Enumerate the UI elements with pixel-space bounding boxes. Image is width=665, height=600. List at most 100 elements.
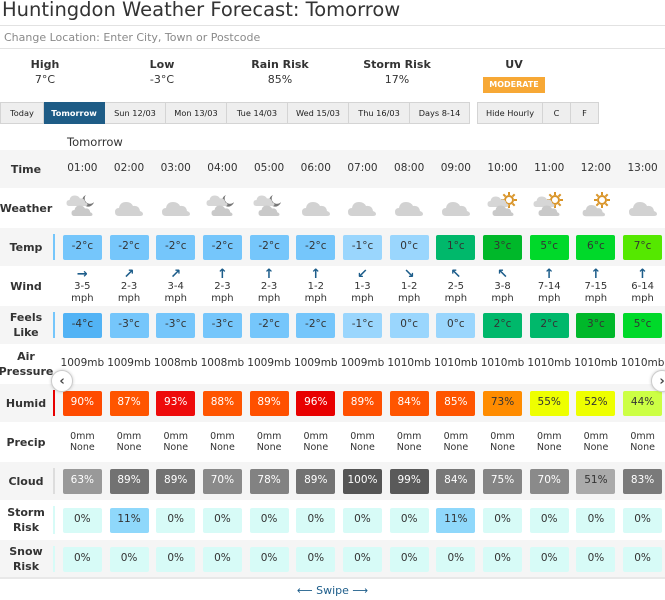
wind-label: Wind xyxy=(10,279,42,293)
hide-hourly-button[interactable]: Hide Hourly xyxy=(477,102,543,124)
feels-cell: 5°c xyxy=(619,306,665,344)
weather-row: Weather xyxy=(0,188,665,228)
time-cell: 05:00 xyxy=(253,162,285,175)
precip-cell: 0mm None xyxy=(116,430,142,454)
weather-cell xyxy=(292,188,339,228)
storm-cell: 11% xyxy=(433,500,480,540)
cloud-cell: 70% xyxy=(526,462,573,500)
feels-cell: -4°c xyxy=(59,306,106,344)
humid-cell: 73% xyxy=(479,384,526,422)
snow-value-box: 0% xyxy=(156,546,196,572)
day-summary: High 7°C Low -3°C Rain Risk 85% Storm Ri… xyxy=(0,58,665,94)
location-search-input[interactable] xyxy=(0,25,665,49)
arrow-left-icon: ⟵ xyxy=(296,584,313,597)
cloud-cell: 89% xyxy=(292,462,339,500)
temp-value-box: 5°c xyxy=(529,234,569,260)
cloud-sun-icon xyxy=(487,192,519,224)
scroll-left-button[interactable]: ‹ xyxy=(51,370,73,392)
temp-value-box: -2°c xyxy=(202,234,242,260)
weather-cell xyxy=(526,188,573,228)
storm-cell: 0% xyxy=(479,500,526,540)
hourly-forecast-table[interactable]: Time 01:00 02:00 03:00 04:00 05:00 06:00 07:00 0… xyxy=(0,150,665,578)
tab-days-8-14[interactable]: Days 8-14 xyxy=(410,102,470,124)
snow-cell: 0% xyxy=(59,540,106,578)
wind-cell: ↖ 2-5 mph xyxy=(444,267,468,304)
tab-mon-13-03[interactable]: Mon 13/03 xyxy=(166,102,227,124)
pressure-cell: 1008mb xyxy=(153,357,198,370)
tab-sun-12-03[interactable]: Sun 12/03 xyxy=(105,102,166,124)
cloud-cell: 100% xyxy=(339,462,386,500)
time-row: Time 01:00 02:00 03:00 04:00 05:00 06:00 07:00 0… xyxy=(0,150,665,188)
scroll-right-button[interactable]: › xyxy=(651,370,665,392)
snow-cell: 0% xyxy=(526,540,573,578)
wind-direction-arrow-icon: ↑ xyxy=(216,267,228,282)
humid-cell: 89% xyxy=(246,384,293,422)
precip-cell: 0mm None xyxy=(443,430,469,454)
pressure-cell: 1010mb xyxy=(480,357,525,370)
tab-thu-16-03[interactable]: Thu 16/03 xyxy=(349,102,410,124)
temp-value-box: -2°c xyxy=(156,234,196,260)
storm-cell: 0% xyxy=(619,500,665,540)
wind-cell: → 3-5 mph xyxy=(71,267,94,304)
wind-direction-arrow-icon: ↘ xyxy=(403,267,415,282)
cloud-cell: 70% xyxy=(199,462,246,500)
feels-cell: -1°c xyxy=(339,306,386,344)
storm-value-box: 0% xyxy=(249,507,289,533)
wind-cell: ↑ 2-3 mph xyxy=(211,267,234,304)
tab-wed-15-03[interactable]: Wed 15/03 xyxy=(288,102,349,124)
celsius-button[interactable]: C xyxy=(543,102,571,124)
humid-cell: 55% xyxy=(526,384,573,422)
humid-value-box: 52% xyxy=(576,390,616,416)
tab-tomorrow[interactable]: Tomorrow xyxy=(44,102,105,124)
tab-tue-14-03[interactable]: Tue 14/03 xyxy=(227,102,288,124)
pressure-cell: 1009mb xyxy=(340,357,385,370)
snow-cell: 0% xyxy=(479,540,526,578)
pressure-cell: 1009mb xyxy=(247,357,291,370)
humid-value-box: 85% xyxy=(436,390,476,416)
storm-value-box: 0% xyxy=(483,507,523,533)
cloud-value-box: 51% xyxy=(576,468,616,494)
feels-value-box: -4°c xyxy=(62,312,102,338)
chevron-left-icon: ‹ xyxy=(59,373,65,389)
time-cell: 03:00 xyxy=(160,162,191,175)
tab-today[interactable]: Today xyxy=(0,102,44,124)
wind-direction-arrow-icon: → xyxy=(76,267,88,282)
fahrenheit-button[interactable]: F xyxy=(571,102,599,124)
precip-cell: 0mm None xyxy=(303,430,329,454)
feels-value-box: -2°c xyxy=(249,312,289,338)
wind-cell: ↗ 3-4 mph xyxy=(164,267,187,304)
snow-cell: 0% xyxy=(199,540,246,578)
uv-badge: MODERATE xyxy=(483,77,545,93)
storm-cell: 0% xyxy=(152,500,199,540)
humid-cell: 93% xyxy=(152,384,199,422)
swipe-hint: ⟵ Swipe ⟶ xyxy=(296,584,369,597)
temp-value-box: -2°c xyxy=(109,234,149,260)
temp-value-box: 1°c xyxy=(436,234,476,260)
humid-value-box: 55% xyxy=(529,390,569,416)
weather-cell xyxy=(152,188,199,228)
snow-cell: 0% xyxy=(246,540,293,578)
pressure-cell: 1010mb xyxy=(527,357,572,370)
weather-cell xyxy=(433,188,480,228)
cloud-cell: 83% xyxy=(619,462,665,500)
snow-cell: 0% xyxy=(292,540,339,578)
feels-cell: -3°c xyxy=(152,306,199,344)
humid-cell: 44% xyxy=(619,384,665,422)
day-tabs: Today Tomorrow Sun 12/03 Mon 13/03 Tue 14/03… xyxy=(0,102,470,124)
temp-cell: 1°c xyxy=(433,228,480,266)
snow-risk-label: Snow Risk xyxy=(0,540,55,578)
humid-cell: 85% xyxy=(433,384,480,422)
wind-direction-arrow-icon: ↖ xyxy=(450,267,462,282)
humid-cell: 90% xyxy=(59,384,106,422)
humid-value-box: 90% xyxy=(62,390,102,416)
snow-value-box: 0% xyxy=(296,546,336,572)
cloud-moon-icon xyxy=(206,192,238,224)
display-options: Hide Hourly C F xyxy=(477,102,599,124)
snow-value-box: 0% xyxy=(249,546,289,572)
humid-value-box: 84% xyxy=(389,390,429,416)
snow-value-box: 0% xyxy=(436,546,476,572)
air-pressure-row: Air Pressure 1009mb 1009mb 1008mb 1008mb 1009m… xyxy=(0,344,665,384)
temp-cell: -1°c xyxy=(339,228,386,266)
feels-value-box: -2°c xyxy=(296,312,336,338)
humid-cell: 84% xyxy=(386,384,433,422)
